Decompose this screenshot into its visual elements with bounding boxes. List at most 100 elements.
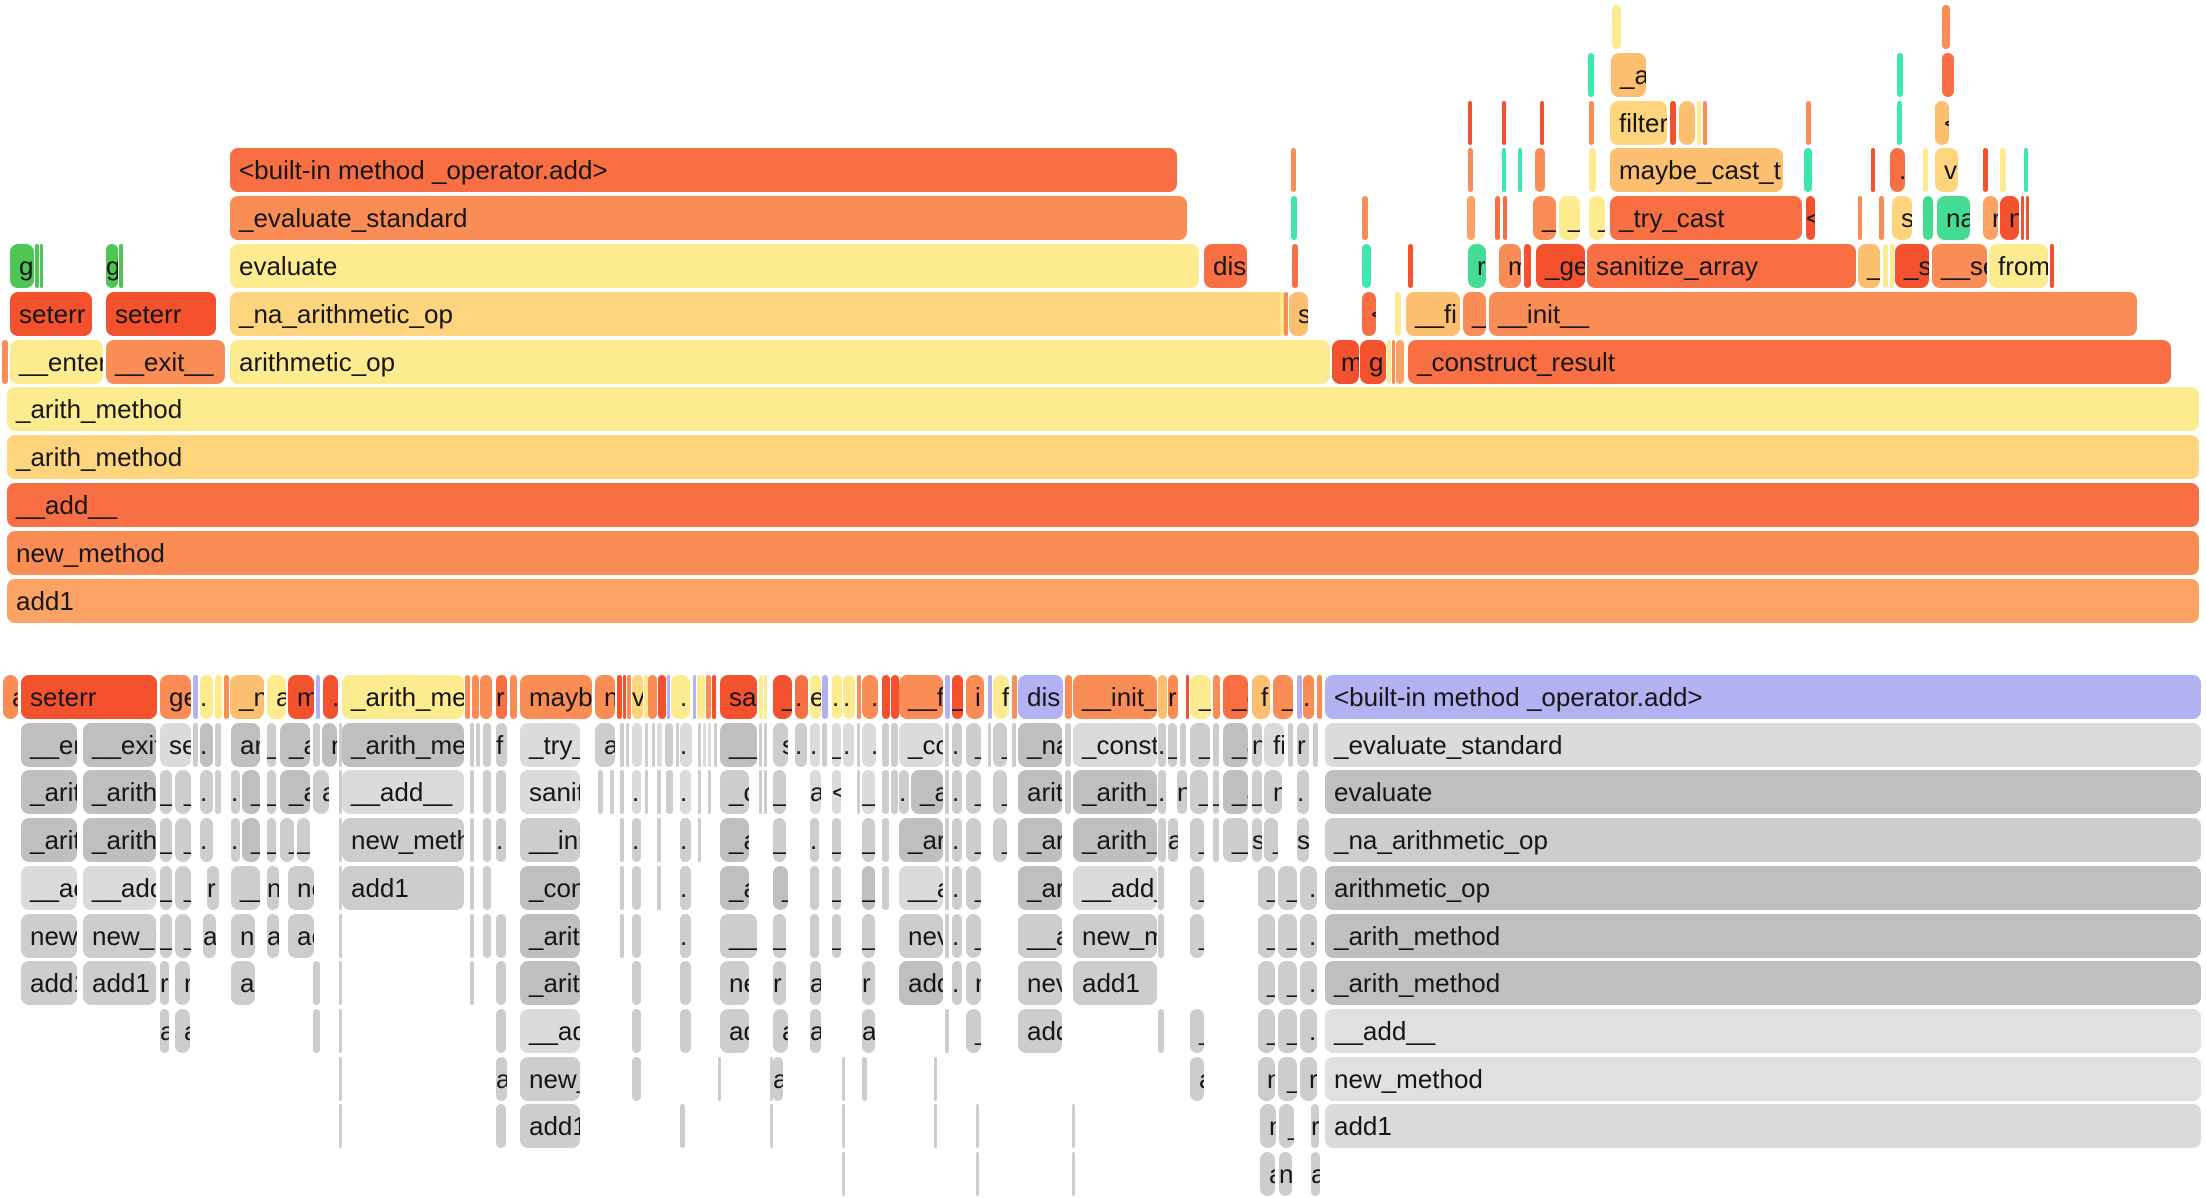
bottom_flamegraph-frame[interactable]: _ [1168,722,1177,767]
top_flamegraph-frame[interactable]: r [1983,196,1998,241]
bottom_flamegraph-sliver-frame[interactable] [496,961,506,1006]
bottom_flamegraph-sliver-frame[interactable] [1213,722,1219,767]
bottom_flamegraph-sliver-frame[interactable] [714,722,717,767]
bottom_flamegraph-sliver-frame[interactable] [632,913,641,958]
top_flamegraph-sliver-frame[interactable] [40,244,43,288]
top_flamegraph-sliver-frame[interactable] [1468,100,1472,145]
bottom_flamegraph-frame[interactable]: . [632,770,641,815]
bottom_flamegraph-sliver-frame[interactable] [645,770,648,815]
top_flamegraph-sliver-frame[interactable] [2000,148,2006,193]
bottom_flamegraph-sliver-frame[interactable] [698,770,701,815]
top_flamegraph-frame[interactable]: . [1890,148,1905,193]
top_flamegraph-frame[interactable]: maybe_cast_t [1610,148,1783,193]
top_flamegraph-frame[interactable]: _evaluate_standard [230,196,1187,241]
bottom_flamegraph-sliver-frame[interactable] [810,913,819,958]
bottom_flamegraph-frame[interactable]: _ [773,818,786,863]
bottom_flamegraph-sliver-frame[interactable] [708,722,711,767]
top_flamegraph-sliver-frame[interactable] [1535,148,1545,193]
bottom_flamegraph-frame[interactable]: _ [280,818,294,863]
bottom_flamegraph-frame[interactable]: __add__ [1325,1008,2201,1053]
top_flamegraph-sliver-frame[interactable] [2024,148,2028,193]
top_flamegraph-frame[interactable]: __add__ [7,483,2199,527]
bottom_flamegraph-sliver-frame[interactable] [862,1056,867,1101]
bottom_flamegraph-frame[interactable]: maybe [520,675,592,719]
top_flamegraph-frame[interactable]: new_method [7,530,2199,575]
bottom_flamegraph-frame[interactable]: ad [231,961,255,1006]
bottom_flamegraph-sliver-frame[interactable] [632,865,641,910]
bottom_flamegraph-frame[interactable]: new_method [1325,1056,2201,1101]
bottom_flamegraph-frame[interactable]: _arith_ [1073,818,1157,863]
bottom_flamegraph-sliver-frame[interactable] [215,770,221,815]
bottom_flamegraph-frame[interactable]: _a [242,818,260,863]
bottom_flamegraph-frame[interactable]: . [1303,675,1314,719]
top_flamegraph-sliver-frame[interactable] [1362,244,1371,288]
bottom_flamegraph-sliver-frame[interactable] [857,770,860,815]
bottom_flamegraph-sliver-frame[interactable] [945,770,949,815]
bottom_flamegraph-frame[interactable]: . [680,722,692,767]
bottom_flamegraph-frame[interactable]: _n [230,675,264,719]
bottom_flamegraph-frame[interactable]: a [1168,818,1178,863]
bottom_flamegraph-frame[interactable]: _ [1258,865,1275,910]
bottom_flamegraph-frame[interactable]: _ [160,865,172,910]
bottom_flamegraph-sliver-frame[interactable] [476,722,480,767]
bottom_flamegraph-frame[interactable]: a [773,1056,783,1101]
bottom_flamegraph-frame[interactable]: saniti [520,770,580,815]
bottom_flamegraph-frame[interactable]: add [899,961,943,1006]
bottom_flamegraph-sliver-frame[interactable] [680,1104,685,1149]
bottom_flamegraph-sliver-frame[interactable] [934,1104,937,1149]
bottom_flamegraph-frame[interactable]: a [810,961,821,1006]
top_flamegraph-sliver-frame[interactable] [1540,100,1544,145]
top_flamegraph-frame[interactable]: _try_cast [1610,196,1802,241]
bottom_flamegraph-sliver-frame[interactable] [759,770,762,815]
top_flamegraph-frame[interactable]: __init__ [1489,291,2137,336]
bottom_flamegraph-frame[interactable]: . [795,722,807,767]
top_flamegraph-sliver-frame[interactable] [1897,52,1903,97]
bottom_flamegraph-sliver-frame[interactable] [645,722,648,767]
bottom_flamegraph-frame[interactable]: _ar [1018,865,1062,910]
bottom_flamegraph-sliver-frame[interactable] [708,770,711,815]
bottom_flamegraph-frame[interactable]: . [843,675,855,719]
top_flamegraph-frame[interactable]: _construct_result [1408,339,2171,384]
bottom_flamegraph-frame[interactable]: add1 [520,1104,580,1149]
bottom_flamegraph-sliver-frame[interactable] [470,770,474,815]
bottom_flamegraph-sliver-frame[interactable] [224,675,229,719]
bottom_flamegraph-frame[interactable]: a [3,675,18,719]
top_flamegraph-sliver-frame[interactable] [1280,291,1283,336]
bottom_flamegraph-frame[interactable]: _ [966,913,981,958]
bottom_flamegraph-frame[interactable]: _ [862,770,875,815]
bottom_flamegraph-frame[interactable]: e [810,675,821,719]
bottom_flamegraph-frame[interactable]: . [632,818,641,863]
bottom_flamegraph-frame[interactable]: a [267,675,286,719]
bottom_flamegraph-frame[interactable]: arit [1018,770,1062,815]
bottom_flamegraph-frame[interactable]: new_r [83,913,156,958]
bottom_flamegraph-sliver-frame[interactable] [657,818,661,863]
bottom_flamegraph-frame[interactable]: _ [862,865,875,910]
bottom_flamegraph-frame[interactable]: _ [832,722,841,767]
bottom_flamegraph-frame[interactable]: _na_arithmetic_op [1325,818,2201,863]
top_flamegraph-sliver-frame[interactable] [1942,5,1950,49]
bottom_flamegraph-sliver-frame[interactable] [470,865,474,910]
bottom_flamegraph-frame[interactable]: __ [231,865,260,910]
bottom_flamegraph-sliver-frame[interactable] [667,675,670,719]
bottom_flamegraph-sliver-frame[interactable] [648,675,657,719]
bottom_flamegraph-frame[interactable]: _ [297,818,310,863]
bottom_flamegraph-frame[interactable]: _ [1278,913,1297,958]
top_flamegraph-frame[interactable]: filter [1610,100,1667,145]
bottom_flamegraph-frame[interactable]: nev [899,913,943,958]
bottom_flamegraph-sliver-frame[interactable] [470,818,474,863]
bottom_flamegraph-sliver-frame[interactable] [822,675,828,719]
bottom_flamegraph-sliver-frame[interactable] [680,1008,691,1053]
bottom_flamegraph-sliver-frame[interactable] [1288,722,1293,767]
bottom_flamegraph-sliver-frame[interactable] [764,770,767,815]
top_flamegraph-sliver-frame[interactable] [1589,100,1594,145]
top_flamegraph-sliver-frame[interactable] [1897,100,1902,145]
bottom_flamegraph-sliver-frame[interactable] [627,675,631,719]
bottom_flamegraph-frame[interactable]: __a [899,865,943,910]
bottom_flamegraph-sliver-frame[interactable] [697,675,701,719]
bottom_flamegraph-frame[interactable]: _ [160,913,172,958]
top_flamegraph-sliver-frame[interactable] [1467,196,1475,241]
top_flamegraph-frame[interactable]: na [1937,196,1970,241]
bottom_flamegraph-frame[interactable]: . [200,722,213,767]
bottom_flamegraph-sliver-frame[interactable] [891,675,899,719]
bottom_flamegraph-sliver-frame[interactable] [945,818,949,863]
